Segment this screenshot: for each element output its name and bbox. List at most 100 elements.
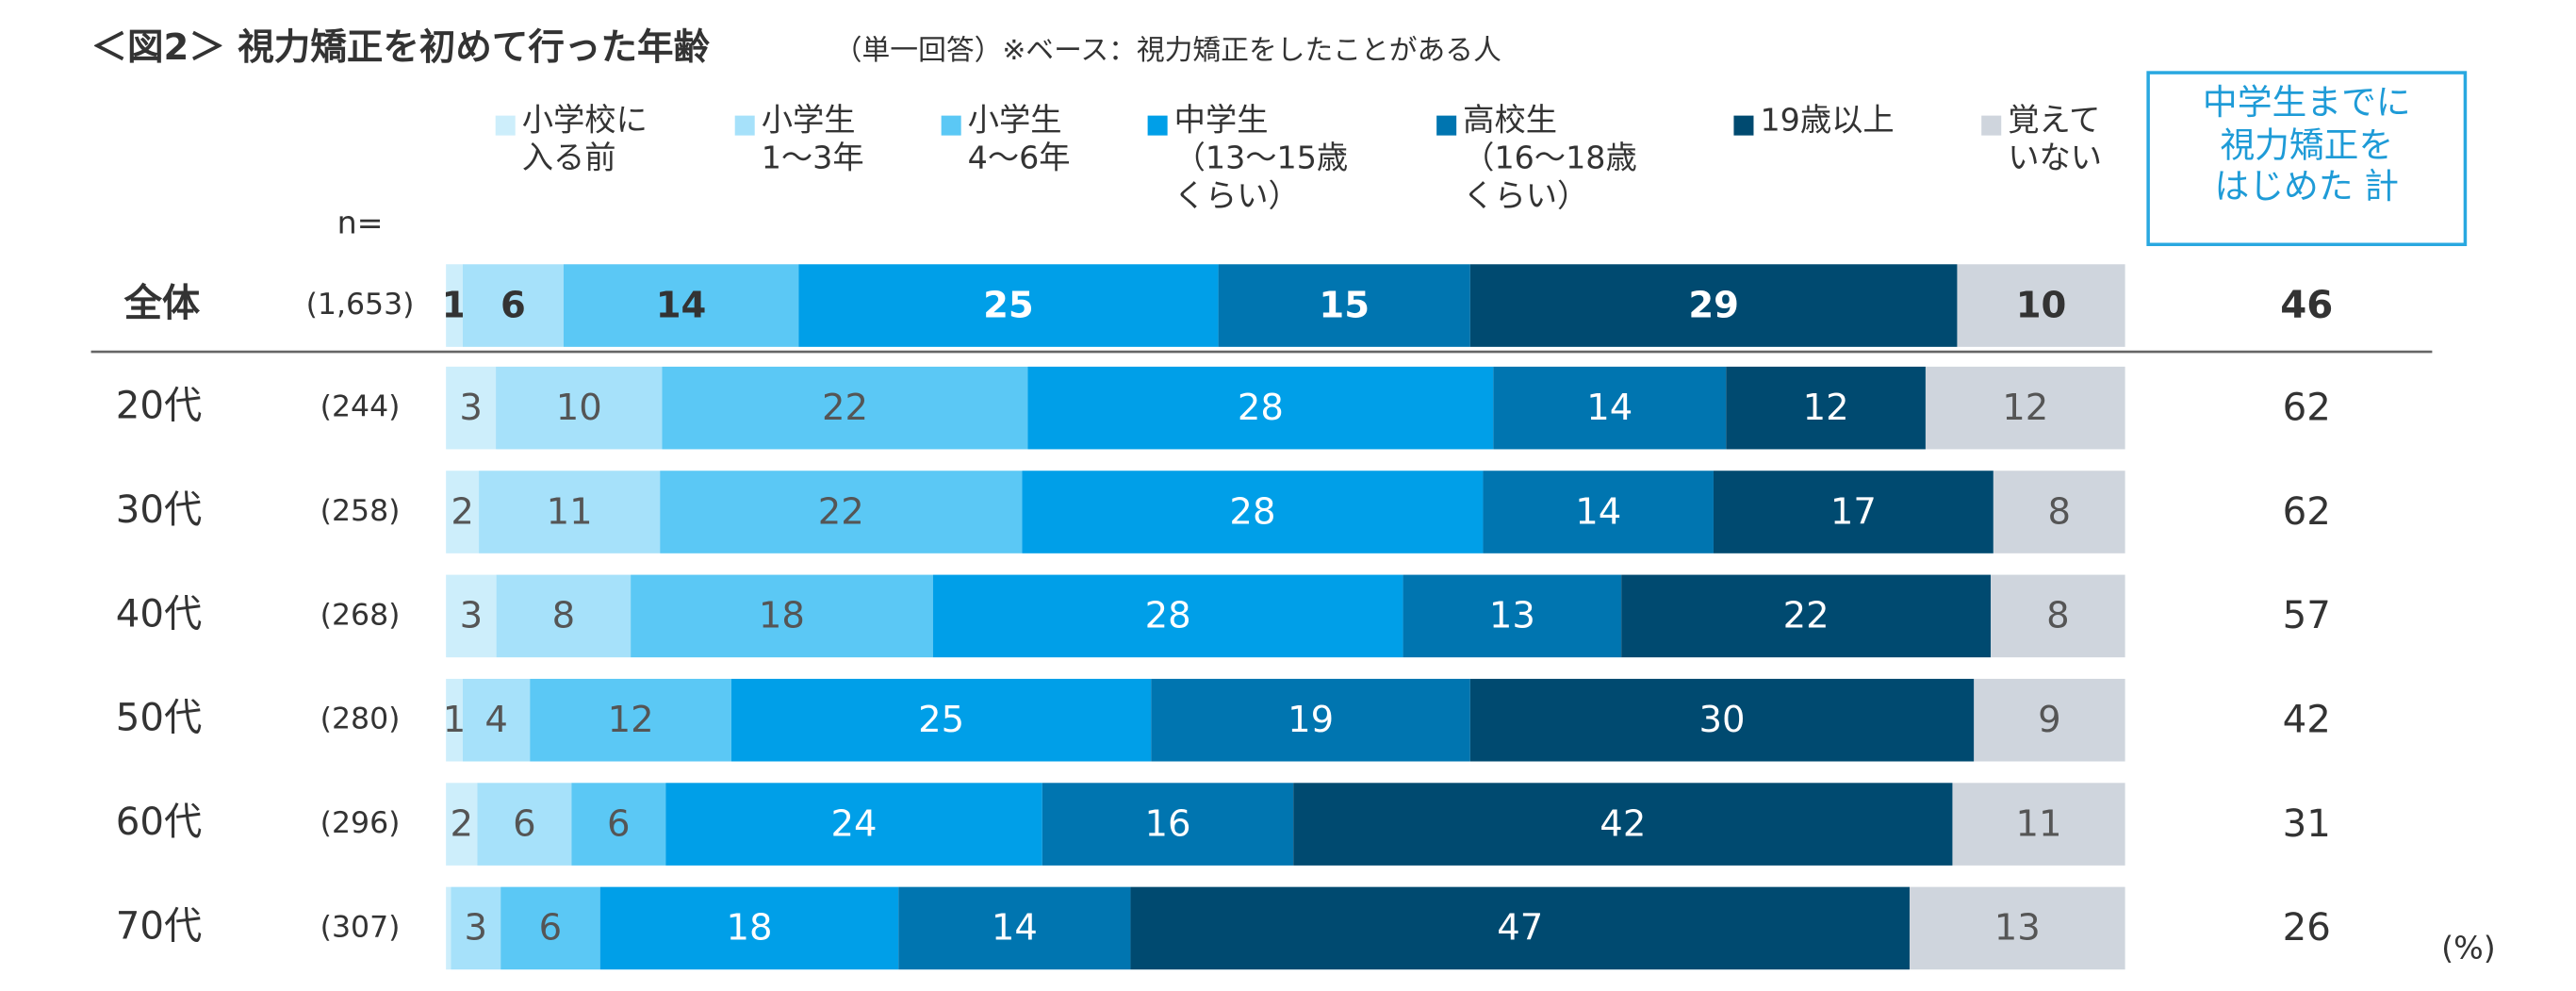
bar-segment (631, 574, 933, 658)
value-label: 9 (2038, 699, 2061, 741)
bar-segment (1909, 886, 2125, 970)
total-label: 62 (2283, 386, 2331, 429)
total-label: 42 (2283, 698, 2331, 741)
bar-segment (662, 366, 1028, 450)
bar-segment (496, 574, 632, 658)
total-label: 62 (2283, 490, 2331, 534)
bar-segment (1469, 678, 1975, 762)
value-label: 28 (1145, 595, 1191, 637)
totals-header: 中学生までに 視力矯正を はじめた 計 (2202, 82, 2411, 207)
value-label: 24 (831, 802, 878, 845)
value-label: 8 (2046, 595, 2070, 637)
value-label: 29 (1688, 284, 1739, 326)
category-label: 70代 (116, 904, 203, 948)
unit-label: (%) (2441, 930, 2496, 966)
bar-segment (1483, 471, 1714, 553)
bar-segment (446, 366, 497, 450)
value-label: 13 (1994, 907, 2041, 950)
legend-swatch (734, 115, 755, 136)
legend-label: 高校生 （16～18歳 くらい） (1463, 102, 1637, 215)
value-label: 47 (1497, 907, 1543, 950)
value-label: 1 (443, 699, 467, 741)
value-label: 14 (656, 284, 707, 326)
n-label: (280) (320, 702, 401, 736)
bar-segment (1974, 678, 2125, 762)
value-label: 8 (2047, 490, 2071, 533)
value-label: 6 (607, 802, 631, 845)
bar-segment (1130, 886, 1910, 970)
bar-segment (563, 264, 799, 347)
value-label: 22 (822, 387, 868, 429)
legend-swatch (1733, 115, 1754, 136)
bar-segment (1022, 471, 1484, 553)
bar-segment (665, 783, 1042, 866)
bar-segment (1151, 678, 1470, 762)
bar-segment (530, 678, 731, 762)
bar-segment (446, 471, 480, 553)
legend-label: 小学生 1～3年 (761, 102, 864, 177)
category-label: 全体 (123, 282, 201, 325)
value-label: 28 (1238, 387, 1284, 429)
bar-segment (1726, 366, 1926, 450)
bar-segment (477, 783, 572, 866)
value-label: 10 (2016, 284, 2067, 326)
legend-label: 中学生 （13～15歳 くらい） (1173, 102, 1349, 215)
totals-box (2146, 71, 2468, 246)
value-label: 12 (608, 699, 654, 741)
value-label: 11 (547, 490, 593, 533)
value-label: 4 (484, 699, 508, 741)
bar-segment (1621, 574, 1992, 658)
legend-label-box: 小学生 4～6年 (968, 103, 1071, 176)
value-label: 6 (500, 284, 526, 326)
chart-subtitle: （単一回答）※ベース：視力矯正をしたことがある人 (834, 34, 1501, 67)
n-header: n= (337, 205, 384, 241)
value-label: 14 (992, 907, 1038, 950)
value-label: 30 (1699, 699, 1746, 741)
value-label: 22 (818, 490, 864, 533)
bar-segment (1403, 574, 1622, 658)
category-label: 40代 (116, 592, 203, 636)
total-label: 26 (2283, 906, 2331, 950)
bar-segment (1991, 574, 2125, 658)
total-label: 57 (2283, 594, 2331, 637)
value-label: 8 (552, 595, 576, 637)
value-label: 3 (465, 907, 488, 950)
legend-label: 19歳以上 (1760, 102, 1895, 140)
value-label: 16 (1144, 802, 1190, 845)
value-label: 18 (759, 595, 805, 637)
chart-title: ＜図2＞ 視力矯正を初めて行った年齢 (91, 26, 711, 69)
bar-segment (462, 264, 564, 347)
n-label: (258) (320, 494, 401, 528)
bar-segment (571, 783, 666, 866)
bar-segment (446, 264, 463, 347)
legend-label-box: 中学生 （13～15歳 くらい） (1173, 102, 1349, 215)
category-label: 60代 (116, 801, 203, 844)
value-label: 12 (1803, 387, 1849, 429)
legend-swatch (1981, 115, 2002, 136)
n-label: (296) (320, 806, 401, 840)
value-label: 28 (1229, 490, 1275, 533)
bar-segment (730, 678, 1152, 762)
value-label: 3 (459, 387, 483, 429)
value-label: 17 (1830, 490, 1877, 533)
total-label: 46 (2280, 284, 2333, 327)
value-label: 2 (451, 490, 474, 533)
legend-label-box: 覚えて いない (2008, 103, 2102, 176)
bar-segment (446, 886, 451, 970)
bar-segment (1042, 783, 1294, 866)
value-label: 11 (2016, 802, 2062, 845)
bar-segment (1218, 264, 1470, 347)
bar-segment (1957, 264, 2125, 347)
total-label: 31 (2283, 802, 2331, 846)
legend-swatch (941, 115, 961, 136)
value-label: 13 (1489, 595, 1535, 637)
bar-segment (479, 471, 661, 553)
value-label: 22 (1783, 595, 1829, 637)
legend-label-box: 高校生 （16～18歳 くらい） (1463, 102, 1637, 215)
value-label: 10 (556, 387, 602, 429)
n-label: (307) (320, 910, 401, 944)
legend-label-box: 19歳以上 (1760, 102, 1895, 140)
n-label: (244) (320, 390, 401, 424)
